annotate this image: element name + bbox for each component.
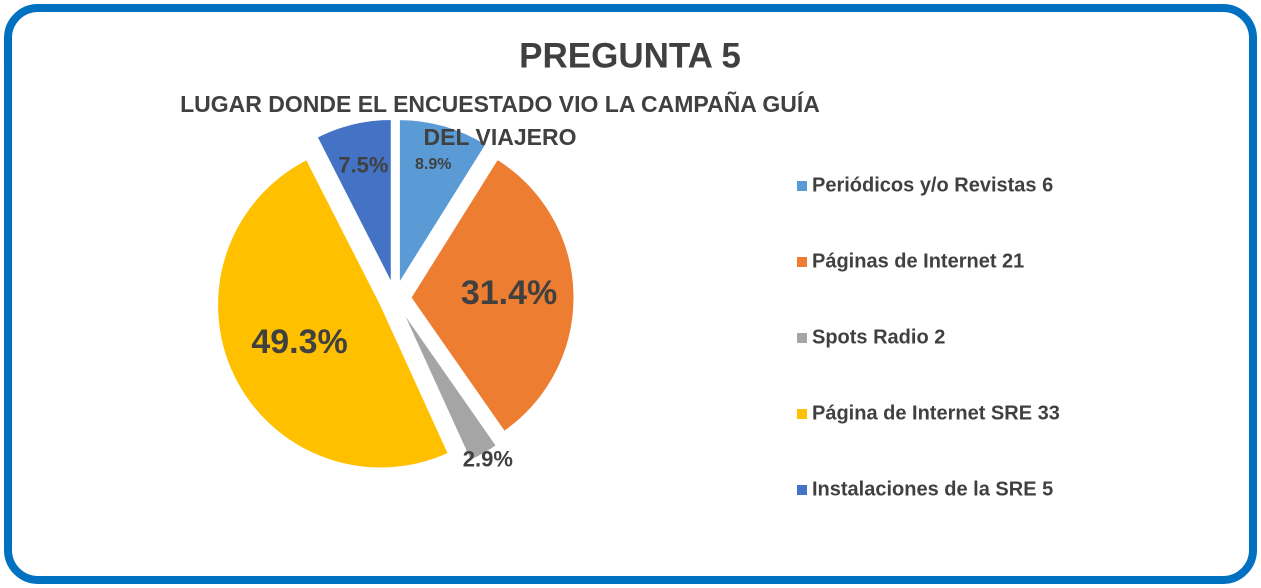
pie-slice bbox=[410, 158, 575, 432]
chart-title: PREGUNTA 5 bbox=[519, 36, 741, 75]
data-label: 8.9% bbox=[415, 156, 451, 173]
legend-label: Instalaciones de la SRE 5 bbox=[812, 478, 1053, 500]
pie-slice bbox=[402, 311, 497, 461]
data-label: 2.9% bbox=[463, 447, 513, 472]
chart-subtitle: LUGAR DONDE EL ENCUESTADO VIO LA CAMPAÑA… bbox=[180, 91, 820, 150]
legend-label: Página de Internet SRE 33 bbox=[812, 402, 1060, 424]
legend-label: Páginas de Internet 21 bbox=[812, 250, 1024, 272]
legend-label: Periódicos y/o Revistas 6 bbox=[812, 174, 1053, 196]
pie-slice bbox=[316, 118, 392, 283]
pie-slice bbox=[217, 159, 449, 469]
data-label: 31.4% bbox=[461, 274, 557, 312]
legend-swatch bbox=[797, 485, 807, 495]
legend-swatch bbox=[797, 181, 807, 191]
legend-label: Spots Radio 2 bbox=[812, 326, 945, 348]
legend-swatch bbox=[797, 257, 807, 267]
legend-swatch bbox=[797, 333, 807, 343]
data-label: 7.5% bbox=[338, 152, 388, 177]
data-label: 49.3% bbox=[251, 323, 347, 361]
legend-swatch bbox=[797, 409, 807, 419]
pie-slice bbox=[398, 119, 487, 285]
